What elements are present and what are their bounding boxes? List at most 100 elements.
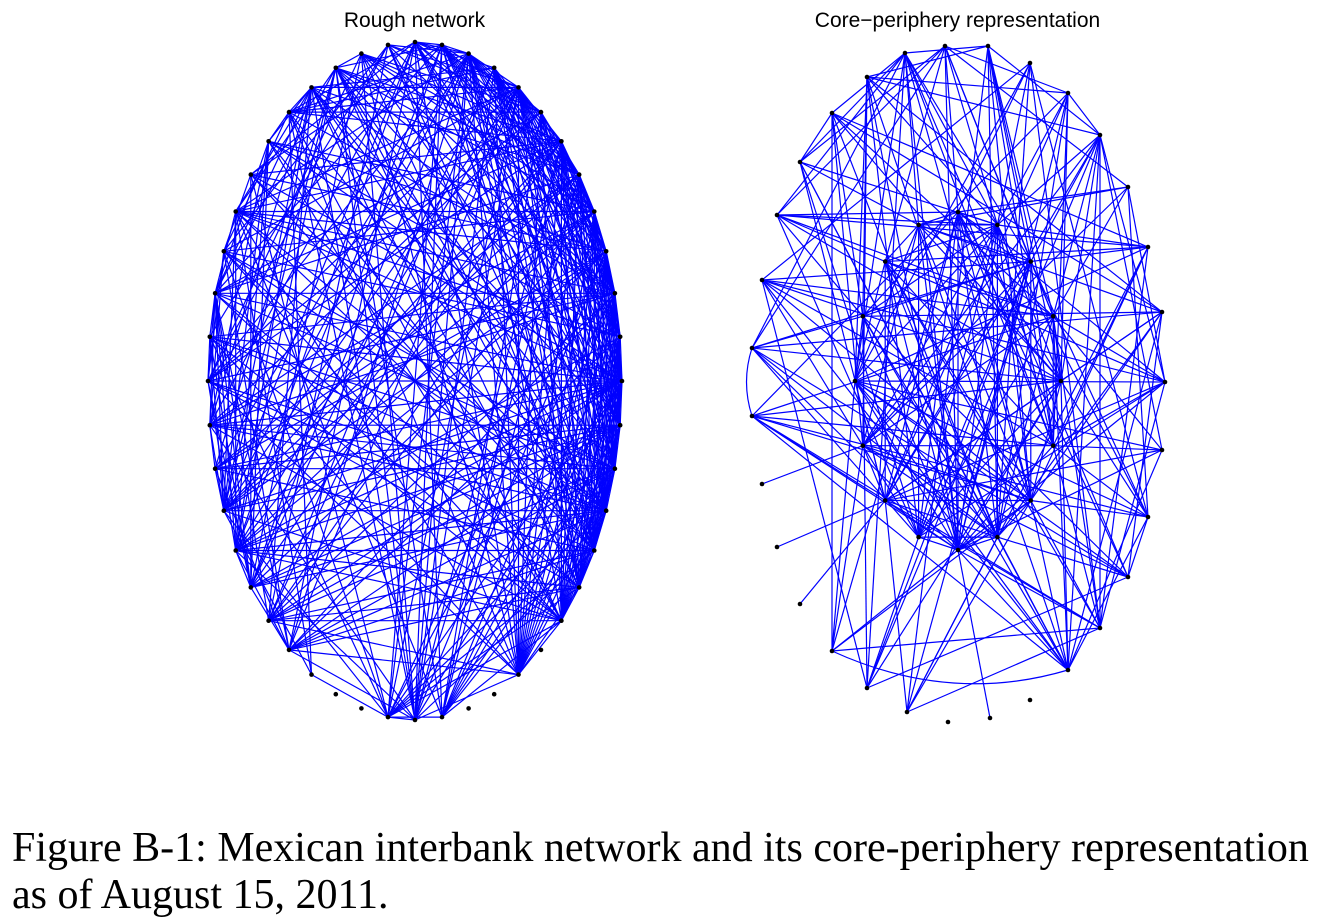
network-node — [592, 548, 597, 553]
network-edge — [223, 44, 389, 252]
network-edge — [387, 87, 520, 718]
network-edge — [866, 576, 1129, 689]
network-edge — [996, 62, 1031, 538]
network-edge — [250, 424, 621, 588]
network-edge — [441, 44, 469, 55]
network-edge — [250, 587, 290, 651]
network-edge — [387, 44, 542, 113]
network-edge — [1030, 261, 1149, 518]
network-edge — [223, 87, 313, 511]
network-node — [617, 334, 623, 340]
network-edge — [209, 293, 216, 337]
network-figure: Rough network Core−periphery representat… — [205, 9, 1168, 725]
network-node — [309, 672, 314, 677]
network-edge — [387, 44, 607, 252]
network-edge — [1127, 186, 1149, 518]
network-edge — [1052, 445, 1149, 518]
rough-network-edges — [207, 41, 623, 721]
network-edge — [776, 214, 1054, 317]
network-node — [945, 719, 951, 725]
network-edge — [854, 380, 1166, 383]
network-edge — [209, 141, 270, 426]
network-node — [576, 585, 582, 590]
network-edge — [250, 510, 607, 588]
network-node — [955, 209, 961, 215]
network-edge — [1127, 311, 1163, 578]
network-edge — [207, 380, 607, 512]
network-edge — [831, 445, 864, 652]
network-node — [359, 706, 364, 711]
network-edge — [885, 449, 1163, 502]
network-edge — [906, 627, 1101, 713]
network-edge — [761, 279, 1166, 383]
network-edge — [207, 380, 519, 676]
network-edge — [360, 53, 595, 551]
network-edge — [235, 550, 416, 721]
network-edge — [441, 620, 562, 718]
network-edge — [1060, 92, 1069, 382]
network-edge — [906, 500, 1032, 713]
network-edge — [854, 380, 998, 538]
network-edge — [904, 52, 920, 225]
network-edge — [214, 141, 270, 294]
network-edge — [866, 76, 1101, 136]
network-edge — [209, 424, 607, 512]
network-edge — [1029, 62, 1101, 629]
network-edge — [885, 260, 1054, 317]
network-edge — [223, 510, 562, 622]
network-node — [797, 601, 803, 607]
network-node — [466, 51, 471, 56]
network-edge — [1067, 92, 1101, 136]
network-node — [774, 544, 780, 550]
network-edge — [866, 52, 906, 689]
network-edge — [751, 311, 1163, 349]
network-edge — [614, 425, 621, 469]
network-edge — [751, 415, 1054, 447]
network-edge — [335, 67, 616, 294]
network-edge — [751, 415, 959, 551]
network-edge — [761, 279, 864, 447]
network-node — [1145, 244, 1151, 250]
network-edge — [235, 87, 313, 212]
network-edge — [223, 67, 337, 511]
network-edge — [1030, 311, 1163, 501]
network-edge — [360, 53, 416, 721]
network-edge — [387, 44, 607, 511]
network-edge — [862, 315, 1129, 578]
network-node — [882, 259, 888, 264]
network-node — [749, 413, 755, 419]
network-edge — [1030, 500, 1069, 671]
network-edge — [268, 468, 616, 622]
network-node — [1159, 447, 1165, 453]
network-edge — [207, 44, 389, 382]
network-node — [829, 110, 835, 116]
network-edge — [997, 224, 1149, 248]
network-node — [797, 159, 803, 165]
network-edge — [1052, 134, 1101, 317]
network-edge — [335, 53, 362, 69]
network-node — [1065, 667, 1071, 673]
network-edge — [904, 52, 1032, 501]
network-node — [916, 534, 921, 540]
network-edge — [268, 44, 389, 621]
network-edge — [854, 76, 868, 382]
network-edge — [751, 315, 1054, 417]
network-node — [439, 714, 445, 720]
network-edge — [751, 260, 1031, 349]
network-node — [286, 109, 292, 115]
network-edge — [1099, 134, 1163, 451]
network-edge — [918, 536, 959, 551]
network-edge — [1030, 380, 1062, 501]
network-edge — [884, 224, 920, 262]
network-edge — [866, 45, 989, 78]
network-edge — [761, 279, 1054, 317]
network-edge — [209, 292, 615, 338]
network-edge — [944, 45, 959, 213]
network-edge — [799, 161, 886, 501]
network-edge — [387, 44, 519, 88]
core-periphery-edges — [745, 45, 1166, 719]
network-node — [333, 691, 339, 697]
network-edge — [311, 86, 621, 426]
network-edge — [751, 415, 1031, 502]
network-edge — [831, 549, 959, 652]
